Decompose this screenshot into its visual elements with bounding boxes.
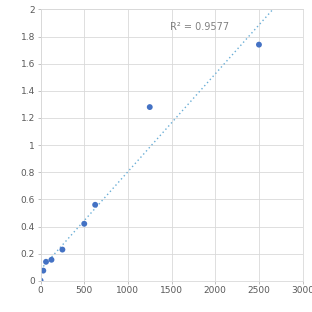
Point — [43, 259, 49, 264]
Point — [256, 42, 261, 47]
Point — [49, 257, 54, 262]
Point — [38, 278, 43, 283]
Point — [147, 105, 152, 110]
Point — [41, 268, 46, 273]
Point — [82, 221, 87, 226]
Text: R² = 0.9577: R² = 0.9577 — [170, 22, 229, 32]
Point — [93, 202, 98, 207]
Point — [60, 247, 65, 252]
